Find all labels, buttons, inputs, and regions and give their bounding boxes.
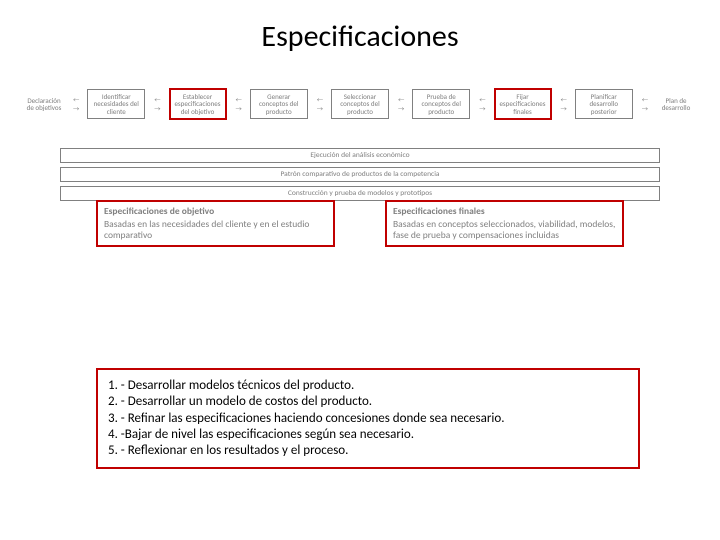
flow-arrow: ←→	[234, 95, 241, 113]
flow-arrow: ←→	[72, 95, 79, 113]
flow-box-6: Planificar desarrollo posterior	[575, 89, 633, 119]
flow-box-0: Identificar necesidades del cliente	[87, 89, 145, 119]
flow-start-label: Declaración de objetivos	[24, 97, 64, 112]
hbar-1: Patrón comparativo de productos de la co…	[60, 167, 660, 182]
spec-objective-body: Basadas en las necesidades del cliente y…	[104, 219, 327, 241]
step-line-2: 2. - Desarrollar un modelo de costos del…	[108, 394, 628, 410]
flow-diagram: Declaración de objetivos ←→ Identificar ne…	[24, 88, 696, 120]
spec-box-final: Especificaciones finales Basadas en conc…	[385, 200, 624, 247]
page-title: Especificaciones	[0, 0, 720, 55]
flow-box-5: Fijar especificaciones finales	[494, 88, 552, 120]
spec-boxes: Especificaciones de objetivo Basadas en …	[96, 200, 624, 247]
flow-end-label: Plan de desarrollo	[656, 97, 696, 112]
steps-box: 1. - Desarrollar modelos técnicos del pr…	[96, 368, 640, 469]
hbar-0: Ejecución del análisis económico	[60, 148, 660, 163]
step-line-1: 1. - Desarrollar modelos técnicos del pr…	[108, 378, 628, 394]
flow-box-3: Seleccionar conceptos del producto	[331, 89, 389, 119]
flow-box-4: Prueba de conceptos del producto	[412, 89, 470, 119]
flow-arrow: ←→	[478, 95, 485, 113]
flow-arrow: ←→	[316, 95, 323, 113]
flow-arrow: ←→	[559, 95, 566, 113]
step-line-3: 3. - Refinar las especificaciones hacien…	[108, 411, 628, 427]
step-line-4: 4. -Bajar de nivel las especificaciones …	[108, 427, 628, 443]
spec-objective-header: Especificaciones de objetivo	[104, 206, 327, 217]
spec-box-objective: Especificaciones de objetivo Basadas en …	[96, 200, 335, 247]
step-line-5: 5. - Reflexionar en los resultados y el …	[108, 443, 628, 459]
hbar-2: Construcción y prueba de modelos y proto…	[60, 186, 660, 201]
flow-arrow: ←→	[397, 95, 404, 113]
spec-final-body: Basadas en conceptos seleccionados, viab…	[393, 219, 616, 241]
flow-box-1: Establecer especificaciones del objetivo	[169, 88, 227, 120]
spec-final-header: Especificaciones finales	[393, 206, 616, 217]
flow-box-2: Generar conceptos del producto	[250, 89, 308, 119]
flow-arrow: ←→	[641, 95, 648, 113]
flow-arrow: ←→	[153, 95, 160, 113]
horizontal-bars: Ejecución del análisis económico Patrón c…	[60, 148, 660, 201]
